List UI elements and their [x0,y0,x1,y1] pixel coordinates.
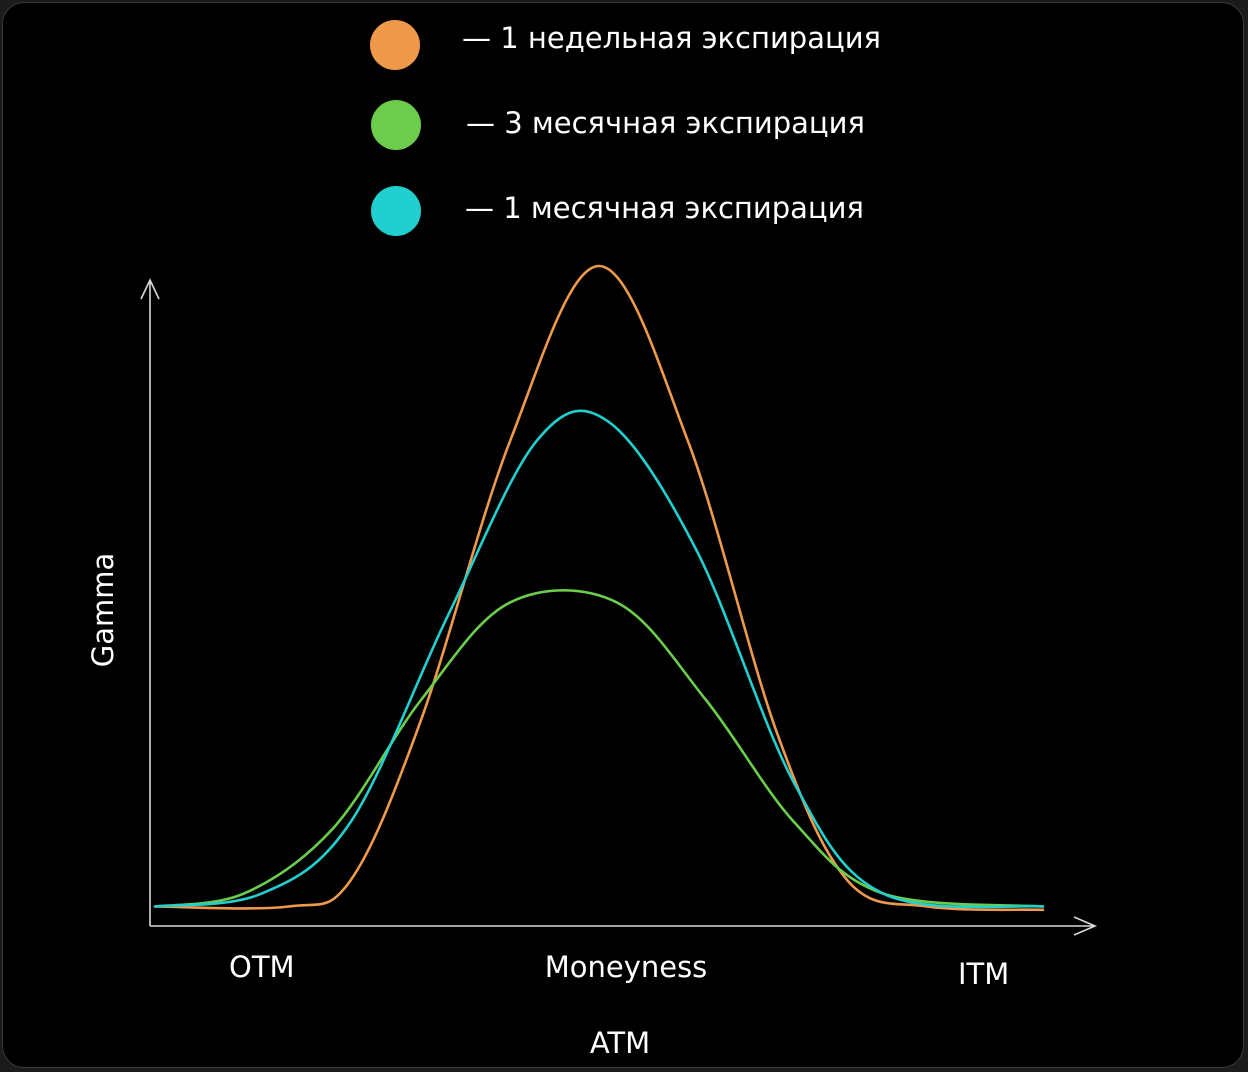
legend-marker-1-month [371,186,421,236]
x-tick-label-otm: OTM [229,950,295,984]
curve-3-month [153,589,1045,908]
curve-1-week [153,264,1045,912]
axes [140,278,1098,936]
x-tick-label-itm: ITM [958,957,1009,991]
legend: — 1 недельная экспирация — 3 месячная эк… [370,20,881,236]
legend-label-3-month: — 3 месячная экспирация [466,106,865,140]
legend-marker-1-week [370,20,420,70]
x-axis-label: Moneyness [545,950,708,984]
x-axis-arrow [1073,916,1098,936]
legend-marker-3-month [371,100,421,150]
legend-label-1-month: — 1 месячная экспирация [465,191,864,225]
series-curves [153,264,1045,912]
x-tick-label-atm: ATM [590,1026,650,1060]
legend-label-1-week: — 1 недельная экспирация [462,21,881,55]
curve-1-month [153,409,1045,909]
y-axis-label: Gamma [86,553,120,668]
y-axis-arrow [140,278,160,300]
